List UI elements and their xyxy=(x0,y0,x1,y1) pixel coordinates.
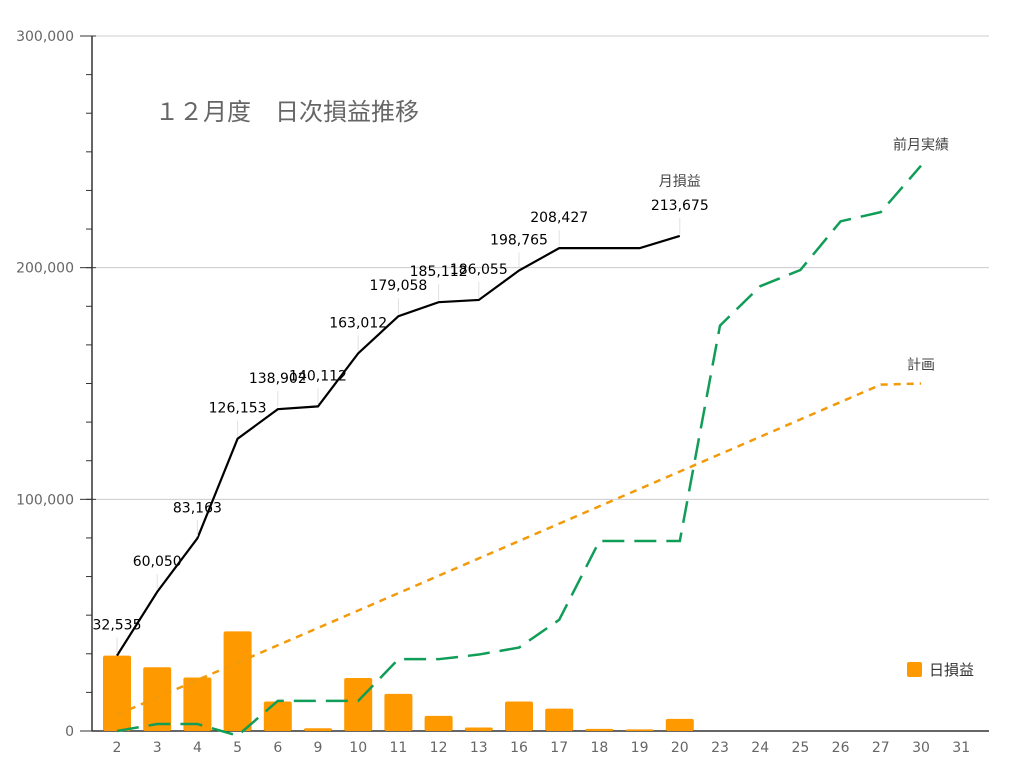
daily-bar xyxy=(344,677,373,731)
x-tick-label: 26 xyxy=(832,740,850,756)
x-tick-label: 12 xyxy=(430,740,448,756)
daily-bar xyxy=(545,708,574,731)
daily-bar xyxy=(223,631,252,731)
daily-bar xyxy=(424,715,453,731)
grid-lines xyxy=(96,35,989,500)
monthly-data-label: 179,058 xyxy=(369,278,427,294)
x-tick-label: 25 xyxy=(791,740,809,756)
monthly-data-label: 138,902 xyxy=(249,371,307,387)
x-tick-label: 6 xyxy=(273,740,282,756)
legend: 日損益 xyxy=(907,661,974,679)
x-tick-label: 19 xyxy=(631,740,649,756)
x-tick-label: 30 xyxy=(912,740,930,756)
legend-label-daily: 日損益 xyxy=(929,661,974,679)
daily-bar xyxy=(183,677,212,731)
monthly-data-label: 186,055 xyxy=(450,262,508,278)
x-tick-label: 2 xyxy=(113,740,122,756)
x-tick-label: 10 xyxy=(349,740,367,756)
prev-month-line xyxy=(116,164,922,738)
monthly-line xyxy=(116,234,681,657)
monthly-data-label: 208,427 xyxy=(530,210,588,226)
x-tick-label: 16 xyxy=(510,740,528,756)
x-tick-label: 20 xyxy=(671,740,689,756)
daily-bar xyxy=(263,701,292,731)
monthly-data-label: 32,535 xyxy=(93,618,142,634)
plan-line xyxy=(116,382,922,716)
monthly-data-label: 198,765 xyxy=(490,233,548,249)
x-tick-label: 27 xyxy=(872,740,890,756)
x-tick-label: 17 xyxy=(550,740,568,756)
x-tick-label: 9 xyxy=(314,740,323,756)
x-tick-label: 4 xyxy=(193,740,202,756)
legend-swatch-daily xyxy=(907,662,922,677)
y-tick-label: 100,000 xyxy=(16,492,74,508)
x-tick-label: 24 xyxy=(751,740,769,756)
x-tick-label: 18 xyxy=(590,740,608,756)
monthly-data-label: 140,112 xyxy=(289,368,347,384)
series-name-label: 計画 xyxy=(907,358,935,374)
x-tick-label: 23 xyxy=(711,740,729,756)
daily-bar xyxy=(665,718,694,731)
series-name-label: 月損益 xyxy=(659,174,701,190)
daily-bar xyxy=(464,727,493,731)
monthly-data-label: 213,675 xyxy=(651,198,709,214)
daily-bar xyxy=(505,701,533,731)
daily-bar xyxy=(585,728,614,731)
daily-bar xyxy=(625,729,654,731)
x-tick-label: 3 xyxy=(153,740,162,756)
daily-bar xyxy=(384,693,413,731)
x-tick-label: 31 xyxy=(952,740,970,756)
daily-bar xyxy=(103,655,131,731)
x-tick-label: 5 xyxy=(233,740,242,756)
y-tick-label: 300,000 xyxy=(16,29,74,45)
monthly-data-label: 126,153 xyxy=(209,401,267,417)
chart-title: １２月度 日次損益推移 xyxy=(155,98,419,126)
y-tick-label: 200,000 xyxy=(16,261,74,277)
monthly-data-label: 60,050 xyxy=(133,554,182,570)
series-lines xyxy=(116,164,922,738)
monthly-data-label: 185,112 xyxy=(410,264,468,280)
monthly-data-label: 83,163 xyxy=(173,500,222,516)
x-tick-label: 11 xyxy=(389,740,407,756)
x-tick-label: 13 xyxy=(470,740,488,756)
y-tick-label: 0 xyxy=(65,724,74,740)
daily-bar xyxy=(304,728,332,731)
daily-bar xyxy=(143,667,172,731)
monthly-data-label: 163,012 xyxy=(329,315,387,331)
daily-bars xyxy=(103,631,694,731)
series-name-label: 前月実績 xyxy=(893,137,949,154)
